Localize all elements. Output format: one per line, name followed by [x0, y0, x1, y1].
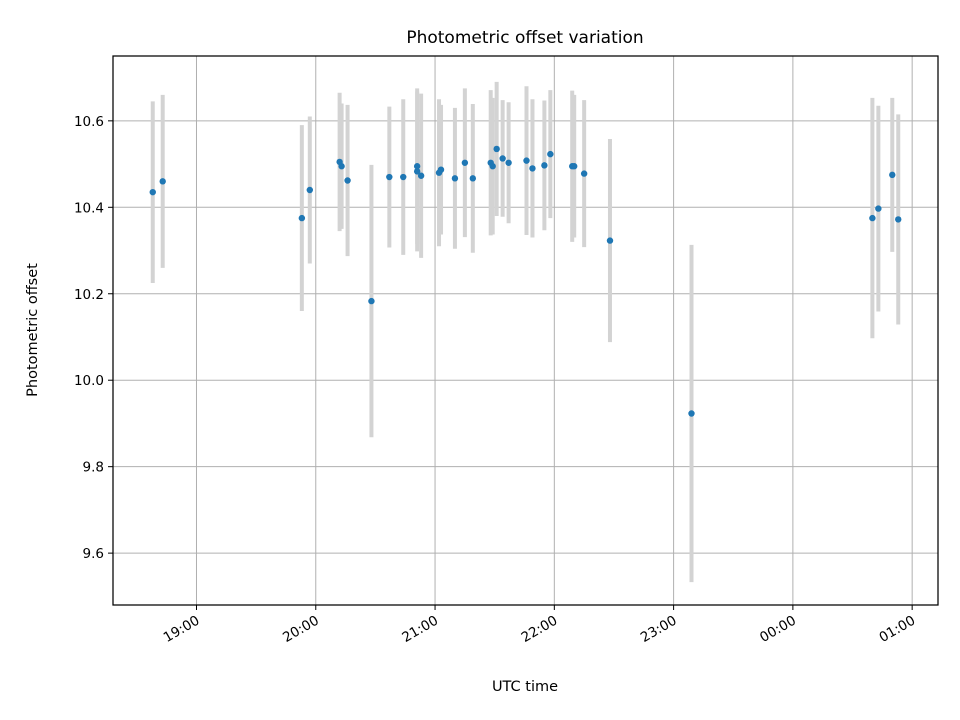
data-point	[547, 150, 554, 158]
y-tick-label: 10.0	[74, 373, 104, 389]
data-point	[571, 163, 578, 170]
data-point	[489, 163, 496, 170]
data-point	[541, 162, 548, 169]
x-tick-label: 20:00	[280, 613, 322, 646]
data-point	[580, 170, 588, 177]
data-point	[298, 214, 306, 222]
data-point	[461, 159, 469, 166]
data-point	[386, 173, 393, 181]
y-tick-label: 10.2	[74, 287, 104, 303]
data-point	[529, 165, 536, 172]
x-tick-label: 01:00	[876, 613, 918, 646]
data-point	[368, 297, 375, 305]
data-point	[469, 175, 477, 182]
data-point	[344, 177, 351, 184]
x-tick-label: 22:00	[519, 613, 561, 646]
data-point	[523, 157, 530, 164]
x-axis: 19:00 20:00 21:00 22:00 23:00 00:00 01:00	[161, 605, 918, 646]
y-tick-label: 10.4	[74, 200, 104, 216]
data-point	[688, 410, 695, 417]
data-point	[499, 155, 506, 162]
y-axis: 9.6 9.8 10.0 10.2 10.4 10.6	[74, 114, 113, 562]
data-point	[451, 175, 459, 182]
y-axis-title: Photometric offset	[25, 263, 41, 397]
data-point	[306, 186, 314, 194]
data-point	[875, 205, 882, 212]
data-point	[400, 173, 407, 181]
y-tick-label: 9.6	[83, 546, 104, 562]
data-point	[437, 166, 445, 173]
data-point	[606, 237, 614, 244]
y-tick-label: 9.8	[83, 460, 104, 476]
x-tick-label: 23:00	[638, 613, 680, 646]
data-point	[493, 145, 500, 153]
data-point	[159, 178, 166, 185]
data-point	[895, 216, 902, 223]
data-point	[869, 214, 876, 222]
x-axis-title: UTC time	[492, 679, 558, 695]
y-tick-label: 10.6	[74, 114, 104, 130]
data-point	[413, 168, 421, 175]
chart-title: Photometric offset variation	[406, 28, 643, 48]
data-point	[149, 188, 156, 196]
data-point	[889, 171, 896, 179]
data-point	[505, 159, 512, 166]
data-point	[413, 163, 421, 170]
data-point	[338, 163, 345, 170]
x-tick-label: 00:00	[757, 613, 799, 646]
plot-frame	[112, 55, 939, 606]
x-tick-label: 19:00	[161, 613, 203, 646]
data-point	[417, 172, 425, 179]
x-tick-label: 21:00	[399, 613, 441, 646]
data-points	[149, 145, 902, 417]
error-bars	[150, 81, 901, 583]
